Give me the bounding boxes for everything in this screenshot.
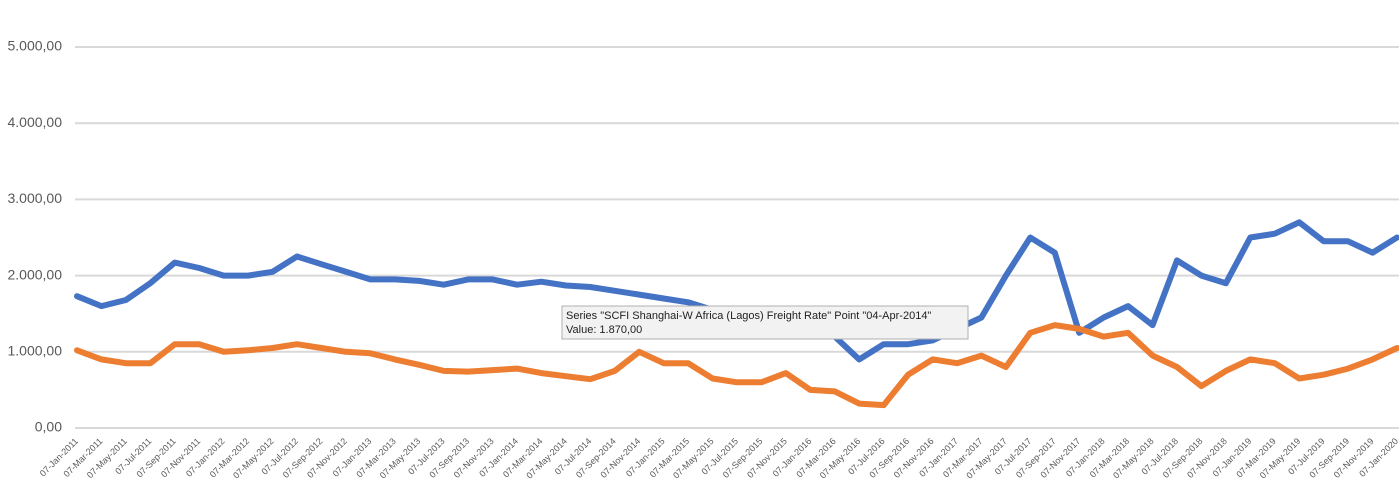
y-tick-label: 2.000,00 <box>8 266 63 282</box>
y-tick-label: 0,00 <box>35 419 62 435</box>
tooltip: Series "SCFI Shanghai-W Africa (Lagos) F… <box>561 305 969 340</box>
y-tick-label: 4.000,00 <box>8 114 63 130</box>
y-tick-label: 3.000,00 <box>8 190 63 206</box>
tooltip-line: Value: 1.870,00 <box>566 324 642 336</box>
y-tick-label: 1.000,00 <box>8 343 63 359</box>
series-line <box>74 322 1399 409</box>
y-tick-label: 5.000,00 <box>8 38 63 54</box>
tooltip-box <box>561 305 969 340</box>
tooltip-line: Series "SCFI Shanghai-W Africa (Lagos) F… <box>566 310 931 322</box>
